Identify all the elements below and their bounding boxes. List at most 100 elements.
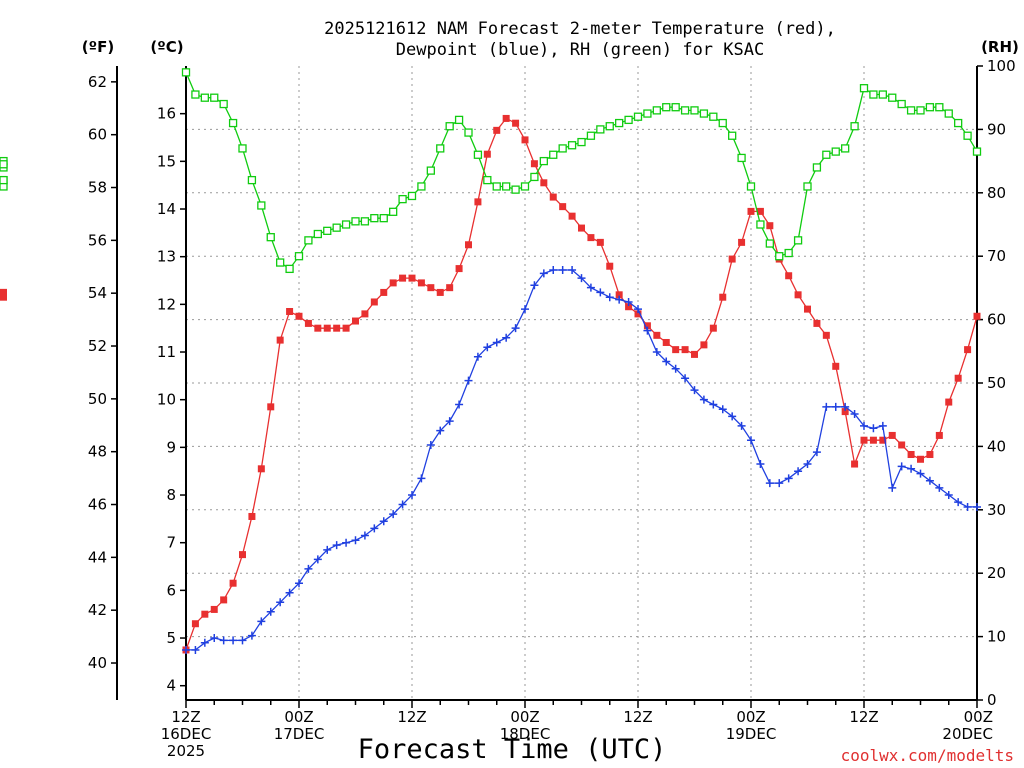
temperature-point <box>493 126 501 134</box>
x-tick-label: 00Z <box>736 708 765 726</box>
dewpoint-point <box>935 483 944 492</box>
data-series <box>0 69 982 654</box>
temperature-point <box>643 322 651 330</box>
rh-point <box>841 144 850 153</box>
temperature-point <box>465 241 472 249</box>
rh-point <box>803 182 812 191</box>
dewpoint-point <box>662 357 671 366</box>
fahrenheit-tick-label: 48 <box>88 443 107 461</box>
celsius-tick-label: 16 <box>157 105 176 123</box>
temperature-point <box>549 193 557 201</box>
fahrenheit-tick-label: 52 <box>88 337 107 355</box>
rh-point <box>680 106 690 115</box>
dewpoint-point <box>643 326 652 335</box>
dewpoint-point <box>568 266 577 275</box>
rh-point <box>210 93 219 102</box>
dewpoint-point <box>652 348 661 357</box>
rh-tick-label: 90 <box>987 120 1006 138</box>
temperature-point <box>530 160 538 168</box>
fahrenheit-tick-label: 54 <box>88 284 107 302</box>
temperature-point <box>964 346 972 354</box>
rh-point <box>718 118 727 128</box>
celsius-tick-label: 11 <box>157 343 176 361</box>
dewpoint-point <box>709 400 718 409</box>
temperature-point <box>662 338 670 346</box>
fahrenheit-tick-label: 50 <box>88 390 107 408</box>
rh-tick-label: 40 <box>987 437 1006 455</box>
rh-point <box>313 229 322 239</box>
celsius-tick-label: 7 <box>166 534 176 552</box>
rh-point <box>793 236 803 245</box>
rh-point <box>492 182 501 191</box>
dewpoint-point <box>398 500 407 509</box>
x-tick-label: 2025 <box>167 742 205 760</box>
temperature-point <box>954 374 962 382</box>
temperature-point <box>681 346 689 354</box>
temperature-point <box>907 451 915 459</box>
temperature-point <box>813 319 821 327</box>
fahrenheit-tick-label: 58 <box>88 179 107 197</box>
temperature-point <box>352 317 359 325</box>
rh-point <box>266 233 275 242</box>
temperature-point <box>606 262 614 270</box>
rh-point <box>954 118 963 128</box>
dewpoint-point <box>360 531 369 540</box>
dewpoint-point <box>954 498 963 507</box>
rh-point <box>0 175 8 185</box>
dewpoint-point <box>219 636 228 645</box>
temperature-point <box>785 272 793 280</box>
dewpoint-point <box>671 364 680 373</box>
x-tick-label: 20DEC <box>942 725 993 743</box>
temperature-point <box>399 274 407 282</box>
celsius-tick-label: 14 <box>157 200 176 218</box>
temperature-point <box>0 288 7 296</box>
rh-point <box>464 128 473 137</box>
dewpoint-point <box>860 421 868 430</box>
dewpoint-point <box>775 479 784 488</box>
dewpoint-point <box>511 324 520 333</box>
x-tick-label: 12Z <box>623 708 652 726</box>
dewpoint-point <box>615 295 624 304</box>
dewpoint-point <box>916 469 925 478</box>
rh-point <box>765 239 774 248</box>
temperature-point <box>709 324 717 332</box>
rh-point <box>276 258 285 267</box>
rh-tick-label: 100 <box>987 57 1016 75</box>
dewpoint-point <box>492 338 501 347</box>
dewpoint-line <box>186 269 977 651</box>
temperature-point <box>210 605 218 613</box>
temperature-point <box>483 150 491 158</box>
dewpoint-point <box>925 476 934 485</box>
temperature-point <box>446 284 454 292</box>
rh-point <box>417 182 426 191</box>
temperature-point <box>521 136 529 144</box>
rh-point <box>916 106 925 115</box>
rh-point <box>756 220 765 229</box>
rh-point <box>360 217 370 226</box>
temperature-point <box>672 346 680 354</box>
rh-point <box>257 201 266 210</box>
dewpoint-point <box>634 305 642 314</box>
x-tick-label: 19DEC <box>726 725 777 743</box>
dewpoint-point <box>577 274 586 283</box>
temperature-point <box>220 596 228 604</box>
dewpoint-point <box>963 502 972 511</box>
celsius-axis-unit: (ºC) <box>150 38 183 56</box>
dewpoint-point <box>831 402 840 411</box>
rh-point <box>888 93 897 102</box>
rh-point <box>0 160 8 169</box>
dewpoint-point <box>276 598 285 607</box>
dewpoint-point <box>483 343 492 352</box>
fahrenheit-tick-label: 42 <box>88 601 107 619</box>
rh-point <box>483 175 492 185</box>
temperature-point <box>427 284 435 292</box>
rh-point <box>407 191 417 201</box>
dewpoint-point <box>897 462 906 471</box>
x-tick-label: 16DEC <box>161 725 212 743</box>
rh-point <box>822 150 831 159</box>
celsius-tick-label: 12 <box>157 295 176 313</box>
rh-point <box>398 194 407 204</box>
celsius-tick-label: 15 <box>157 152 176 170</box>
temperature-point <box>370 298 378 306</box>
